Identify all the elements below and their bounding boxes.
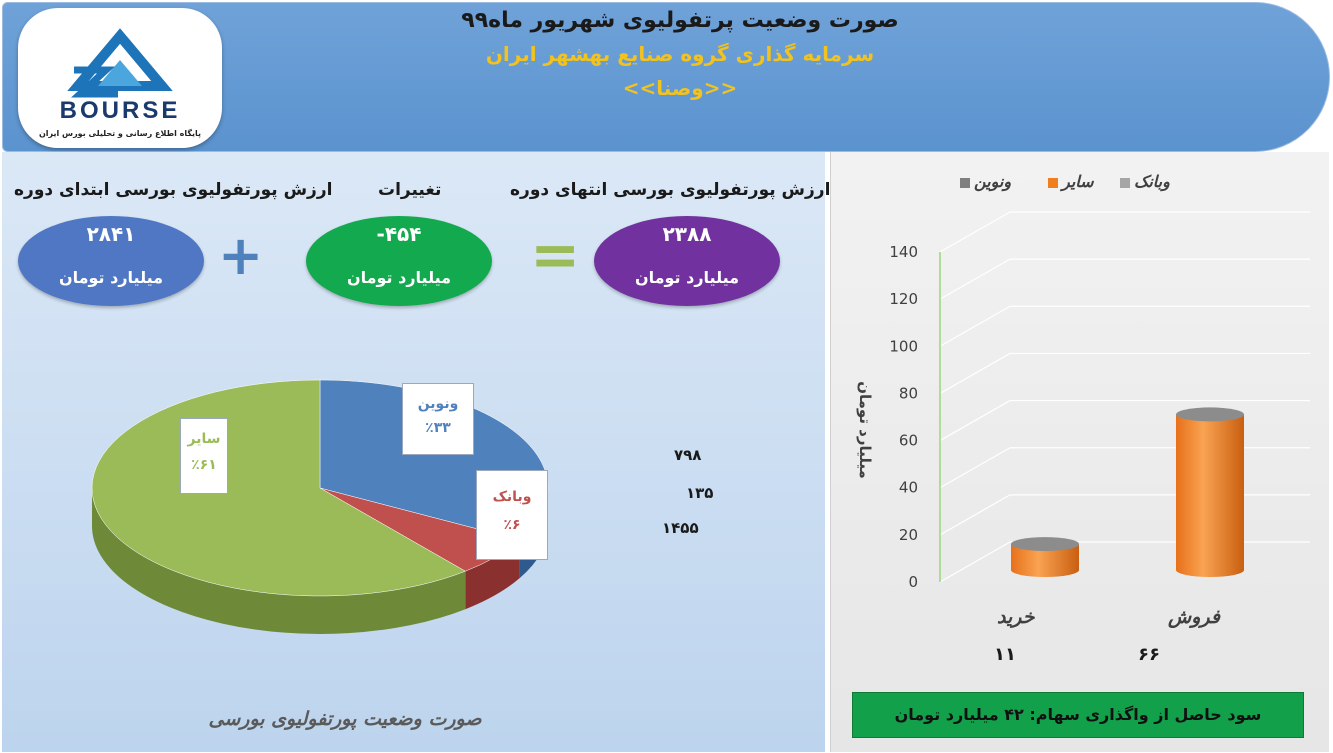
end-value: ۲۳۸۸	[662, 222, 712, 246]
y-axis-label: میلیارد تومان	[856, 381, 874, 479]
grid-depth-line	[939, 541, 1011, 583]
header-banner	[2, 2, 1330, 152]
logo-text: BOURSE	[60, 97, 181, 124]
legend-label-saayer: سایر	[1062, 172, 1094, 191]
y-tick-label: 60	[899, 432, 918, 450]
start-value: ۲۸۴۱	[86, 222, 136, 246]
grid-depth-line	[939, 447, 1011, 489]
value-vabank: ۱۳۵	[686, 484, 714, 502]
pie-label-saayer-name: سایر	[187, 431, 221, 447]
pie-side-2	[92, 488, 466, 634]
y-tick-label: 80	[899, 384, 918, 402]
y-tick-label: 40	[899, 479, 918, 497]
y-tick-label: 120	[889, 290, 918, 308]
y-tick-label: 100	[889, 337, 918, 355]
grid-depth-line	[939, 400, 1011, 442]
pie-label-vonovin-percent: ٪۳۳	[425, 420, 451, 436]
end-value-unit: میلیارد تومان	[634, 268, 740, 287]
page-title: صورت وضعیت پرتفولیوی شهریور ماه۹۹	[461, 8, 899, 33]
page-subtitle: سرمایه گذاری گروه صنایع بهشهر ایران	[485, 42, 875, 66]
end-value-label: ارزش پورتفولیوی بورسی انتهای دوره	[510, 180, 831, 200]
category-value-sell: ۶۶	[1138, 644, 1160, 665]
legend-label-vonovin: ونوین	[974, 172, 1012, 191]
pie-label-vonovin: ونوین ٪۳۳	[402, 383, 474, 455]
grid-depth-line	[939, 494, 1011, 536]
bar-legend: ونوین سایر وبانک	[960, 172, 1200, 194]
grid-depth-line	[939, 258, 1011, 300]
start-value-unit: میلیارد تومان	[58, 268, 164, 287]
bar-cylinder-خرید	[1011, 544, 1079, 577]
change-label: تغییرات	[378, 180, 442, 200]
pie-label-vabank: وبانک ٪۶	[476, 470, 548, 560]
change-value-unit: میلیارد تومان	[346, 268, 452, 287]
pie-label-vonovin-name: ونوین	[417, 396, 459, 412]
logo-tagline: پایگاه اطلاع رسانی و تحلیلی بورس ایران	[39, 128, 201, 139]
category-value-buy: ۱۱	[994, 644, 1016, 665]
legend-swatch-vabank	[1120, 178, 1130, 188]
grid-depth-line	[939, 305, 1011, 347]
legend-swatch-vonovin	[960, 178, 970, 188]
trade-bar-chart: 0 20 40 60 80 100 120 140 میلیارد تومان	[856, 211, 1310, 591]
bar-cylinder-فروش	[1176, 414, 1244, 577]
legend-label-vabank: وبانک	[1134, 172, 1170, 191]
grid-depth-line	[939, 211, 1011, 253]
legend-swatch-saayer	[1048, 178, 1058, 188]
profit-summary-box: سود حاصل از واگذاری سهام: ۴۲ میلیارد توم…	[852, 692, 1304, 738]
bar-cap-0	[1011, 537, 1079, 552]
change-value: -۴۵۴	[376, 222, 422, 246]
change-value-ellipse: -۴۵۴ میلیارد تومان	[306, 216, 492, 306]
category-label-sell: فروش	[1168, 606, 1220, 628]
start-value-ellipse: ۲۸۴۱ میلیارد تومان	[18, 216, 204, 306]
y-tick-label: 140	[889, 243, 918, 261]
y-tick-label: 20	[899, 526, 918, 544]
bar-cap-1	[1176, 407, 1244, 422]
category-label-buy: خرید	[997, 606, 1035, 628]
value-vonovin: ۷۹۸	[674, 446, 702, 464]
pie-caption: صورت وضعیت پورتفولیوی بورسی	[208, 708, 482, 730]
y-tick-label: 0	[908, 573, 918, 591]
start-value-label: ارزش پورتفولیوی بورسی ابتدای دوره	[14, 180, 333, 200]
pie-label-saayer-percent: ٪۶۱	[191, 457, 217, 473]
end-value-ellipse: ۲۳۸۸ میلیارد تومان	[594, 216, 780, 306]
trade-chart-panel	[830, 152, 1329, 752]
grid-depth-line	[939, 352, 1011, 394]
bourse-logo: BOURSE پایگاه اطلاع رسانی و تحلیلی بورس …	[18, 8, 222, 148]
pie-label-vabank-name: وبانک	[492, 489, 532, 505]
plus-icon: +	[218, 224, 264, 287]
company-symbol: <<وصنا>>	[622, 76, 738, 100]
equals-icon: =	[530, 220, 581, 290]
pie-label-saayer: سایر ٪۶۱	[180, 418, 228, 494]
value-saayer: ۱۴۵۵	[662, 519, 699, 537]
pie-label-vabank-percent: ٪۶	[503, 517, 521, 533]
logo-mark-icon: BOURSE پایگاه اطلاع رسانی و تحلیلی بورس …	[39, 28, 201, 139]
